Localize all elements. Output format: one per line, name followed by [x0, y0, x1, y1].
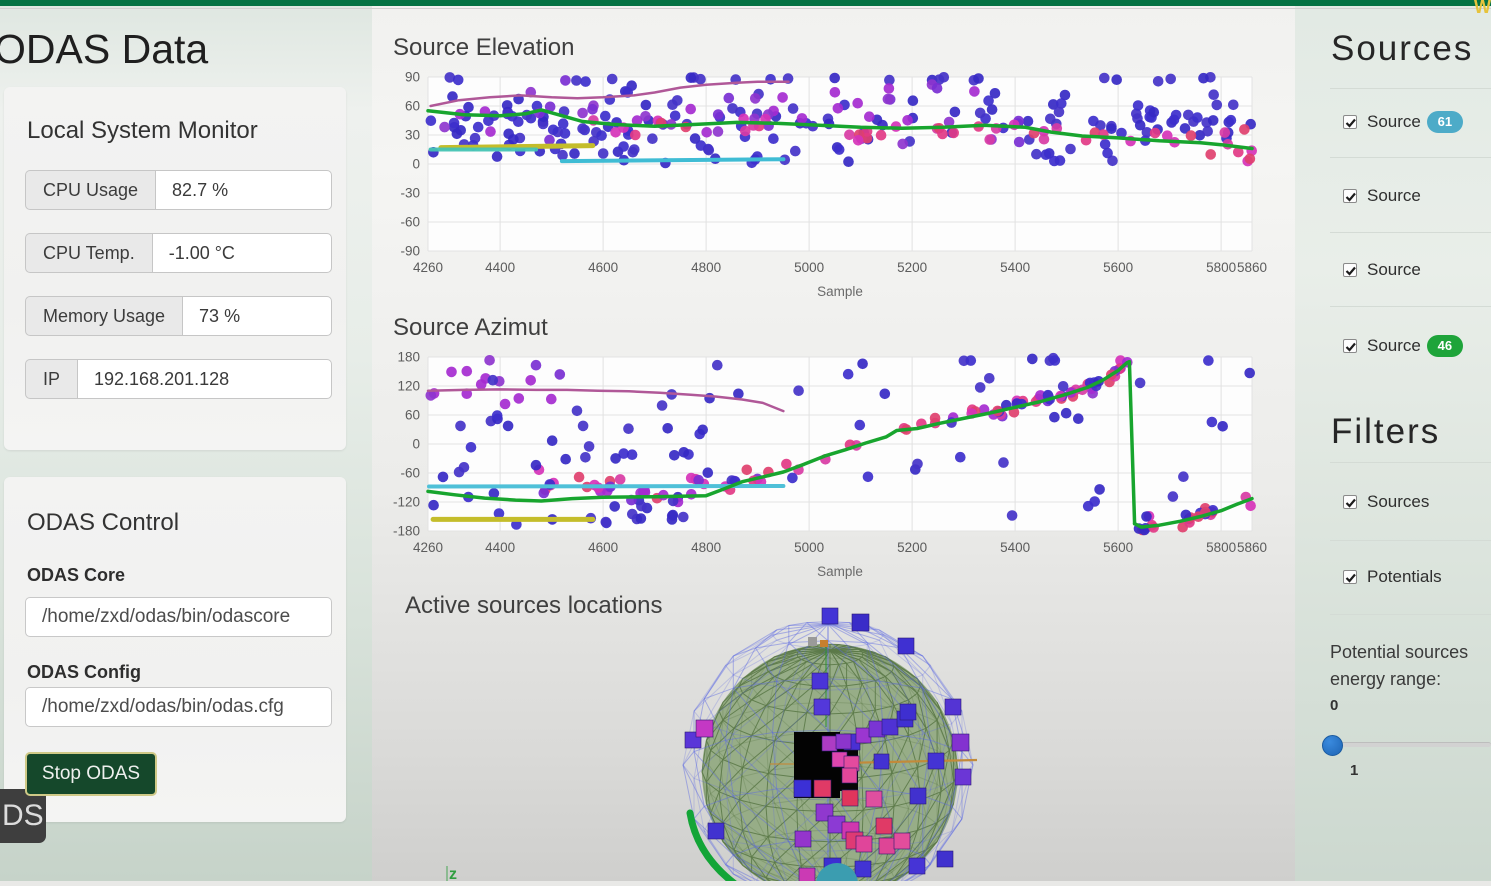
svg-text:0: 0 — [412, 157, 420, 172]
svg-text:30: 30 — [405, 128, 420, 143]
svg-text:-60: -60 — [400, 466, 420, 481]
svg-text:5800: 5800 — [1206, 540, 1236, 555]
svg-text:-180: -180 — [393, 524, 420, 539]
svg-text:5200: 5200 — [897, 540, 927, 555]
svg-text:90: 90 — [405, 70, 420, 85]
svg-text:0: 0 — [412, 437, 420, 452]
svg-text:5000: 5000 — [794, 540, 824, 555]
svg-text:4400: 4400 — [485, 540, 515, 555]
svg-text:180: 180 — [397, 350, 420, 365]
svg-text:60: 60 — [405, 99, 420, 114]
svg-text:Sample: Sample — [817, 564, 863, 579]
svg-text:-90: -90 — [400, 244, 420, 259]
svg-text:5000: 5000 — [794, 260, 824, 275]
svg-text:4800: 4800 — [691, 540, 721, 555]
svg-text:4600: 4600 — [588, 540, 618, 555]
svg-text:Active sources locations: Active sources locations — [405, 592, 662, 619]
svg-text:5600: 5600 — [1103, 540, 1133, 555]
svg-text:4600: 4600 — [588, 260, 618, 275]
svg-text:60: 60 — [405, 408, 420, 423]
svg-text:-60: -60 — [400, 215, 420, 230]
svg-text:Source Elevation: Source Elevation — [393, 34, 574, 61]
svg-text:5600: 5600 — [1103, 260, 1133, 275]
svg-text:-30: -30 — [400, 186, 420, 201]
svg-text:4400: 4400 — [485, 260, 515, 275]
svg-text:5200: 5200 — [897, 260, 927, 275]
svg-text:5400: 5400 — [1000, 540, 1030, 555]
svg-text:5860: 5860 — [1237, 540, 1267, 555]
svg-text:-120: -120 — [393, 495, 420, 510]
svg-text:5860: 5860 — [1237, 260, 1267, 275]
svg-text:120: 120 — [397, 379, 420, 394]
svg-text:5800: 5800 — [1206, 260, 1236, 275]
svg-text:z: z — [449, 866, 457, 881]
svg-text:4800: 4800 — [691, 260, 721, 275]
svg-text:4260: 4260 — [413, 260, 443, 275]
svg-text:5400: 5400 — [1000, 260, 1030, 275]
svg-text:Source Azimut: Source Azimut — [393, 314, 548, 341]
svg-text:4260: 4260 — [413, 540, 443, 555]
svg-text:Sample: Sample — [817, 284, 863, 299]
